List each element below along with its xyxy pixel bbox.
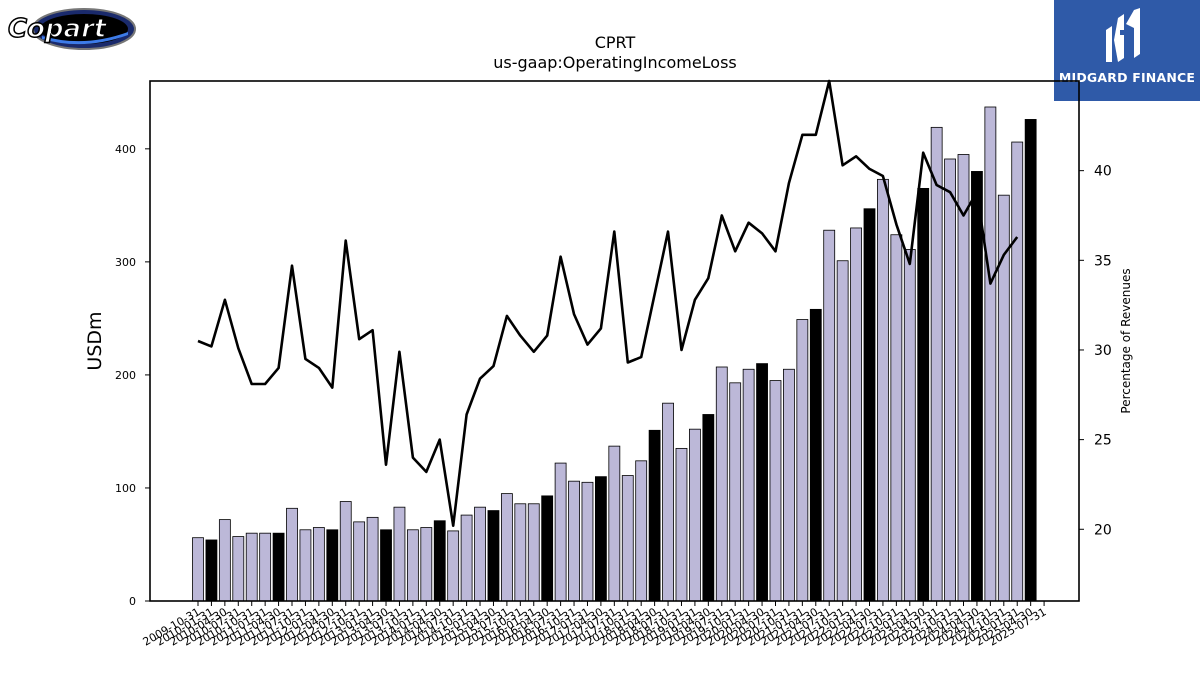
bar-2021-10-31 <box>836 260 849 602</box>
bar-2024-04-30 <box>971 171 983 602</box>
bar-2013-10-31 <box>406 529 419 602</box>
bar-2019-10-31 <box>729 382 742 602</box>
bar-2010-07-31 <box>232 536 245 602</box>
bar-2015-10-31 <box>514 503 527 602</box>
bar-2012-07-31 <box>339 501 352 602</box>
bar-2011-04-30 <box>272 532 285 602</box>
bar-2011-07-31 <box>286 507 298 602</box>
bar-2014-10-31 <box>460 514 473 602</box>
y-tick-label: 300 <box>115 256 136 269</box>
y-tick-label: 0 <box>129 595 136 608</box>
bar-2019-04-30 <box>702 414 715 602</box>
bar-2012-10-31 <box>353 521 366 602</box>
bar-2016-10-31 <box>568 480 580 602</box>
bar-2022-10-31 <box>890 234 903 602</box>
bar-2020-04-30 <box>756 363 768 602</box>
bar-2025-01-31 <box>1011 141 1024 602</box>
bar-2017-07-31 <box>608 445 621 602</box>
bar-2022-04-30 <box>863 208 876 602</box>
bar-2021-04-30 <box>809 308 822 602</box>
copart-logo-text: Copart <box>8 14 108 44</box>
bar-2024-01-31 <box>957 154 970 602</box>
bar-2021-07-31 <box>823 229 836 602</box>
chart-title: CPRT <box>594 33 636 52</box>
bar-2014-04-30 <box>433 520 446 602</box>
y2-tick-label: 40 <box>1094 164 1112 180</box>
y-tick-label: 200 <box>115 369 136 382</box>
y2-tick-label: 20 <box>1094 522 1112 538</box>
bar-2019-07-31 <box>715 366 728 602</box>
x-axis: 2009-10-312010-01-312010-04-302010-07-31… <box>141 601 1049 649</box>
bar-2025-04-30 <box>1024 119 1037 602</box>
midgard-finance-text: MIDGARD FINANCE <box>1058 70 1196 85</box>
bar-2022-01-31 <box>850 227 862 602</box>
y2-axis-label: Percentage of Revenues <box>1119 268 1133 413</box>
bar-2021-01-31 <box>796 319 809 602</box>
y-tick-label: 100 <box>115 482 136 495</box>
y-axis-right: 20 25 30 35 40 <box>1079 164 1112 538</box>
bar-2010-10-31 <box>245 532 258 602</box>
percentage-line <box>197 79 1019 527</box>
bar-2012-01-31 <box>312 527 325 602</box>
bar-2018-10-31 <box>675 447 688 602</box>
bar-2015-04-30 <box>487 510 500 602</box>
bar-2023-01-31 <box>903 249 916 602</box>
bar-2020-01-31 <box>742 368 755 602</box>
bar-2016-04-30 <box>541 495 554 602</box>
bar-2011-10-31 <box>299 529 312 602</box>
bar-2017-01-31 <box>581 481 594 602</box>
chart-subtitle: us-gaap:OperatingIncomeLoss <box>493 53 737 72</box>
bar-2017-10-31 <box>621 475 634 602</box>
bar-2013-07-31 <box>393 506 406 602</box>
bar-2016-07-31 <box>554 462 567 602</box>
bar-2014-01-31 <box>420 527 433 602</box>
bar-2010-01-31 <box>205 539 218 602</box>
bar-2010-04-30 <box>218 519 231 602</box>
bar-2013-01-31 <box>366 516 379 602</box>
y-axis-label: USDm <box>84 311 106 370</box>
bar-2017-04-30 <box>595 476 607 602</box>
bar-2024-07-31 <box>984 106 997 602</box>
y2-tick-label: 35 <box>1094 253 1112 269</box>
bar-2018-07-31 <box>662 402 674 602</box>
bar-2009-10-31 <box>192 537 204 602</box>
bar-2014-07-31 <box>447 530 460 602</box>
bar-2015-01-31 <box>474 506 486 602</box>
bar-series <box>192 106 1037 602</box>
y-axis-left: 0 100 200 300 400 <box>115 143 150 608</box>
bar-2018-01-31 <box>635 460 648 602</box>
bar-2012-04-30 <box>326 529 339 602</box>
bar-2023-07-31 <box>930 126 943 602</box>
copart-logo: Copart <box>4 4 136 54</box>
bar-2020-10-31 <box>783 368 795 602</box>
y-tick-label: 400 <box>115 143 136 156</box>
bar-2016-01-31 <box>527 503 540 602</box>
bar-2022-07-31 <box>877 178 889 602</box>
bar-2011-01-31 <box>259 532 272 602</box>
y2-tick-label: 30 <box>1094 343 1112 359</box>
bar-2023-10-31 <box>944 158 956 602</box>
bar-2013-04-30 <box>380 529 392 602</box>
y2-tick-label: 25 <box>1094 433 1112 449</box>
bar-2019-01-31 <box>689 428 701 602</box>
bar-2023-04-30 <box>917 187 930 602</box>
bar-2015-07-31 <box>500 493 513 602</box>
line-series <box>197 79 1019 527</box>
bar-2020-07-31 <box>769 380 782 602</box>
bar-2018-04-30 <box>648 429 661 602</box>
